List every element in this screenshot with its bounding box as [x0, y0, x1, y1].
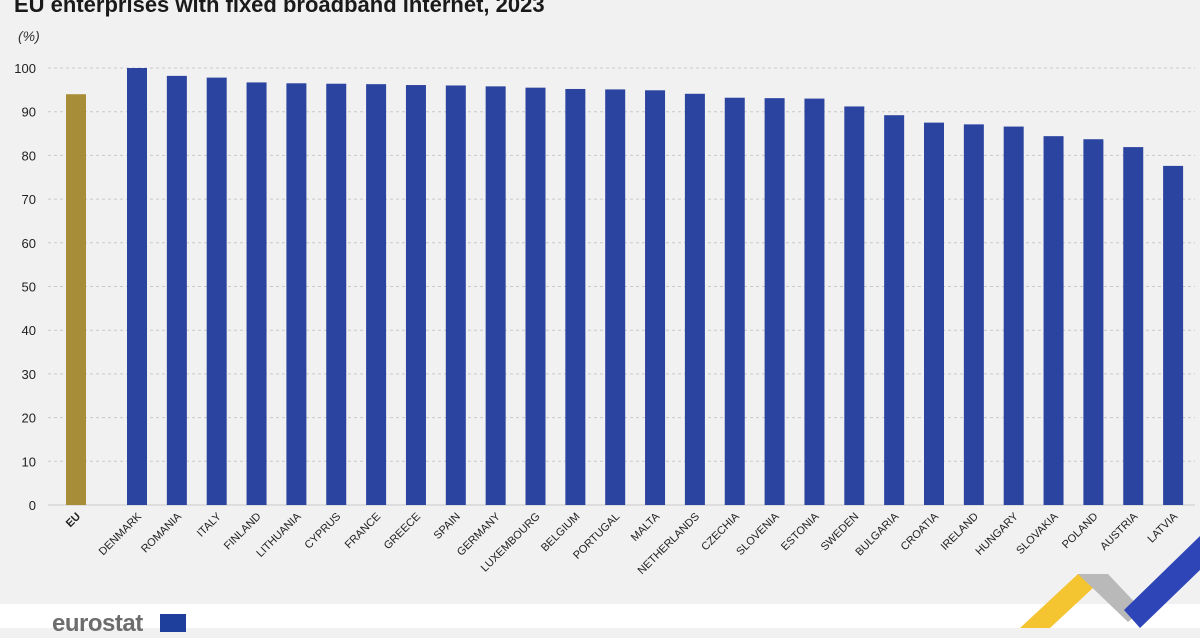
chart-title: EU enterprises with fixed broadband inte… — [14, 0, 545, 17]
corner-decoration-icon — [1020, 536, 1200, 628]
bar-finland — [246, 82, 267, 506]
y-tick-label: 60 — [22, 236, 36, 251]
unit-label: (%) — [18, 28, 40, 44]
x-tick-label: FINLAND — [222, 511, 264, 553]
x-tick-label: SLOVENIA — [734, 510, 782, 558]
bar-germany — [485, 86, 506, 505]
bar-greece — [405, 85, 426, 505]
bar-austria — [1123, 147, 1144, 506]
x-tick-label: SPAIN — [432, 511, 463, 542]
bar-belgium — [565, 88, 586, 505]
x-tick-label: DENMARK — [97, 510, 145, 558]
bar-luxembourg — [525, 87, 546, 505]
y-tick-label: 70 — [22, 192, 36, 207]
x-tick-label: FRANCE — [343, 511, 383, 551]
y-tick-label: 0 — [29, 498, 36, 513]
bar-france — [366, 84, 387, 505]
x-tick-label: BULGARIA — [853, 510, 901, 558]
bar-sweden — [844, 106, 865, 506]
x-tick-label: GREECE — [382, 511, 423, 552]
bar-netherlands — [684, 93, 705, 506]
bar-czechia — [724, 97, 745, 505]
bar-italy — [206, 77, 227, 505]
bar-bulgaria — [884, 115, 905, 506]
y-tick-label: 100 — [14, 61, 36, 76]
x-tick-label: ITALY — [195, 510, 224, 539]
y-tick-label: 80 — [22, 148, 36, 163]
footer-band — [0, 604, 1200, 628]
bar-ireland — [963, 124, 984, 506]
x-tick-label: EU — [64, 511, 83, 530]
bar-lithuania — [286, 83, 307, 506]
bar-croatia — [924, 122, 944, 505]
x-tick-label: MALTA — [629, 510, 663, 544]
y-tick-label: 30 — [22, 367, 36, 382]
y-tick-label: 40 — [22, 323, 36, 338]
y-tick-label: 50 — [22, 280, 36, 295]
bar-cyprus — [326, 83, 347, 506]
bar-poland — [1083, 139, 1104, 505]
bar-eu — [66, 94, 86, 505]
bar-romania — [166, 75, 187, 505]
x-tick-label: CROATIA — [899, 510, 942, 553]
y-tick-label: 90 — [22, 105, 36, 120]
corner-blue-stripe — [1124, 536, 1200, 628]
eurostat-logo: eurostat — [52, 610, 143, 637]
bar-spain — [445, 85, 466, 505]
bar-portugal — [605, 89, 626, 506]
x-tick-label: CYPRUS — [302, 511, 343, 552]
bar-denmark — [127, 68, 147, 505]
x-tick-label: ROMANIA — [139, 510, 184, 555]
bar-estonia — [804, 98, 825, 505]
x-tick-label: SWEDEN — [819, 511, 862, 554]
bar-slovakia — [1043, 136, 1064, 505]
y-tick-label: 10 — [22, 454, 36, 469]
bar-malta — [645, 90, 666, 506]
x-tick-label: HUNGARY — [974, 510, 1022, 558]
x-tick-label: IRELAND — [939, 511, 981, 553]
bar-hungary — [1003, 126, 1024, 506]
bar-latvia — [1163, 165, 1184, 505]
y-tick-label: 20 — [22, 411, 36, 426]
eu-flag-icon — [160, 614, 186, 632]
corner-yellow-stripe — [1020, 574, 1108, 628]
bar-slovenia — [764, 98, 785, 505]
x-tick-label: ESTONIA — [779, 510, 822, 553]
